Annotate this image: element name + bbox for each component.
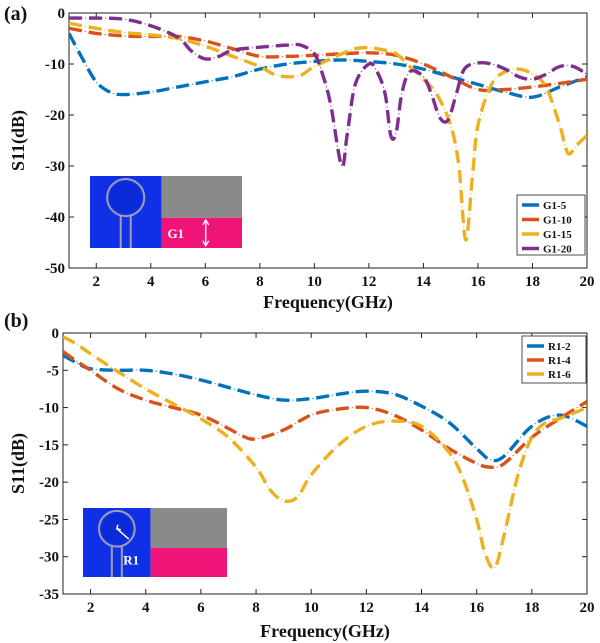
- inset-substrate: [161, 217, 242, 248]
- x-tick-label: 4: [147, 274, 155, 290]
- legend-entry: R1-4: [548, 355, 571, 367]
- series-line-r1-2: [63, 353, 587, 463]
- inset-radius-arrow: [116, 528, 130, 540]
- y-tick-label: -35: [39, 587, 59, 603]
- plot-frame: [62, 332, 588, 595]
- inset-antenna: R1: [83, 508, 227, 577]
- inset-ring: [106, 178, 146, 218]
- y-tick-label: -25: [39, 512, 59, 528]
- inset-ground: [161, 176, 242, 218]
- x-axis-label: Frequency(GHz): [260, 621, 390, 642]
- legend-entry: G1-15: [543, 229, 572, 241]
- x-tick-label: 14: [414, 600, 430, 616]
- x-tick-label: 6: [202, 274, 210, 290]
- series-dots-g1-15: [69, 22, 587, 241]
- x-tick-label: 10: [307, 274, 322, 290]
- x-tick-label: 20: [580, 274, 595, 290]
- inset-substrate: [150, 548, 227, 577]
- legend-entry: G1-20: [543, 244, 572, 256]
- x-tick-label: 12: [359, 600, 374, 616]
- x-tick-label: 20: [580, 600, 595, 616]
- series-dots-r1-6: [63, 336, 587, 569]
- x-axis-label: Frequency(GHz): [263, 292, 393, 313]
- x-tick-label: 8: [252, 600, 260, 616]
- plot-frame: [68, 12, 588, 269]
- y-tick-label: -10: [45, 57, 65, 73]
- y-tick-label: -5: [47, 363, 60, 379]
- inset-gap-arrowheads: [202, 218, 210, 248]
- inset-radius-arrowhead: [115, 524, 122, 531]
- series-group: [63, 335, 587, 571]
- y-tick-label: -20: [39, 475, 59, 491]
- panel-label: (b): [4, 310, 28, 332]
- inset-disc: [110, 182, 142, 214]
- x-tick-label: 4: [142, 600, 150, 616]
- inset-label: G1: [167, 226, 184, 241]
- inset-label: R1: [123, 553, 139, 568]
- x-tick-label: 2: [87, 600, 95, 616]
- series-line-r1-4: [63, 350, 587, 470]
- series-dots-g1-20: [69, 17, 587, 168]
- series-dots-g1-5: [69, 33, 587, 98]
- series-group: [69, 16, 587, 242]
- series-dots-r1-4: [63, 351, 587, 468]
- x-tick-label: 8: [256, 274, 264, 290]
- y-axis-label: S11(dB): [8, 433, 29, 494]
- inset-ground: [150, 508, 227, 549]
- x-tick-label: 14: [416, 274, 432, 290]
- legend: G1-5 G1-10 G1-15 G1-20: [516, 194, 586, 256]
- x-tick-label: 2: [93, 274, 101, 290]
- y-tick-label: -50: [45, 261, 65, 277]
- legend: R1-2 R1-4 R1-6: [521, 335, 587, 384]
- panel-label: (a): [4, 3, 27, 25]
- y-tick-label: -40: [45, 210, 65, 226]
- y-tick-label: -30: [45, 159, 65, 175]
- y-tick-label: 0: [52, 326, 60, 342]
- x-tick-label: 18: [524, 600, 539, 616]
- inset-antenna: G1: [90, 176, 242, 248]
- legend-entry: G1-5: [543, 200, 567, 212]
- y-tick-label: -10: [39, 401, 59, 417]
- chart-panel-b: 2 4 6 8 10 12 14 16 18 20 0 -5 -10 -15 -20 -25 -30 -35 Fre…: [4, 310, 595, 642]
- chart-panel-a: 2 4 6 8 10 12 14 16 18 20 0 -10 -20 -30 -40 -50 Frequenc…: [4, 3, 595, 313]
- legend-entry: R1-2: [548, 341, 571, 353]
- x-tick-label: 16: [470, 274, 486, 290]
- legend-entry: R1-6: [548, 369, 571, 381]
- y-tick-label: -15: [39, 438, 59, 454]
- series-dots-r1-2: [63, 354, 587, 462]
- x-tick-label: 10: [304, 600, 319, 616]
- x-tick-label: 6: [197, 600, 205, 616]
- legend-entry: G1-10: [543, 215, 572, 227]
- y-tick-label: 0: [58, 6, 66, 22]
- x-tick-label: 16: [469, 600, 485, 616]
- y-tick-label: -30: [39, 550, 59, 566]
- x-tick-label: 12: [361, 274, 376, 290]
- y-tick-label: -20: [45, 108, 65, 124]
- inset-ring: [97, 509, 136, 548]
- x-tick-label: 18: [525, 274, 540, 290]
- y-axis-label: S11(dB): [8, 110, 29, 171]
